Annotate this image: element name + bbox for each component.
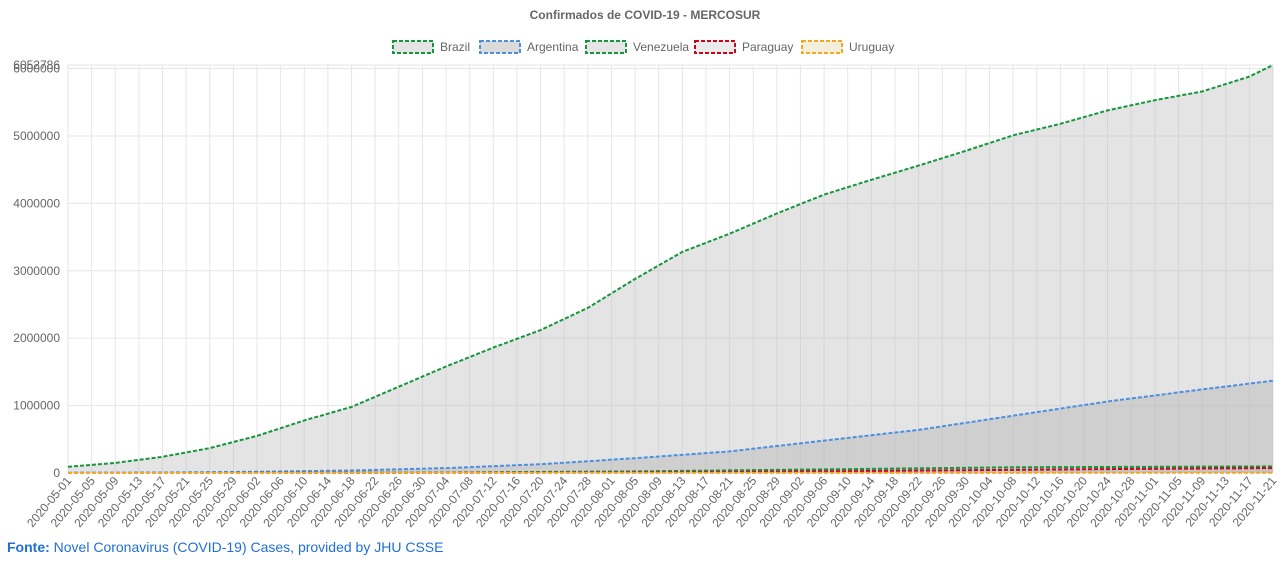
series-areas	[68, 65, 1273, 473]
series-area-argentina	[68, 380, 1273, 473]
legend-item-argentina: Argentina	[479, 40, 579, 54]
legend-swatch	[801, 40, 843, 54]
legend-label: Paraguay	[742, 40, 793, 54]
legend-label: Brazil	[440, 40, 470, 54]
chart-title: Confirmados de COVID-19 - MERCOSUR	[530, 8, 761, 22]
source-link[interactable]: Novel Coronavirus (COVID-19) Cases, prov…	[53, 539, 444, 555]
source-credit: Fonte: Novel Coronavirus (COVID-19) Case…	[7, 539, 443, 555]
legend: Brazil Argentina Venezuela Paraguay Uruguay	[392, 40, 894, 54]
y-tick-label: 6000000	[13, 62, 60, 76]
legend-swatch	[694, 40, 736, 54]
series-area-brazil	[68, 65, 1273, 473]
legend-swatch	[392, 40, 434, 54]
legend-label: Uruguay	[849, 40, 894, 54]
legend-swatch	[479, 40, 521, 54]
y-tick-label: 1000000	[13, 399, 60, 413]
source-prefix: Fonte:	[7, 539, 50, 555]
y-tick-label: 3000000	[13, 264, 60, 278]
x-axis: 2020-05-012020-05-052020-05-092020-05-13…	[24, 474, 1279, 530]
series-line-argentina	[67, 379, 1274, 474]
legend-label: Venezuela	[633, 40, 689, 54]
legend-swatch	[585, 40, 627, 54]
legend-item-paraguay: Paraguay	[694, 40, 793, 54]
y-tick-label: 6052786	[13, 58, 60, 72]
y-tick-label: 4000000	[13, 196, 60, 210]
series-line-brazil	[67, 64, 1274, 468]
series-area-paraguay	[68, 468, 1273, 473]
legend-item-uruguay: Uruguay	[801, 40, 894, 54]
y-tick-label: 0	[53, 466, 60, 480]
y-axis: 0 1000000 2000000 3000000 4000000 5000000 6000…	[13, 58, 60, 480]
y-tick-label: 2000000	[13, 331, 60, 345]
series-lines	[67, 64, 1274, 474]
y-tick-label: 5000000	[13, 129, 60, 143]
legend-label: Argentina	[527, 40, 579, 54]
legend-item-venezuela: Venezuela	[585, 40, 689, 54]
legend-item-brazil: Brazil	[392, 40, 470, 54]
